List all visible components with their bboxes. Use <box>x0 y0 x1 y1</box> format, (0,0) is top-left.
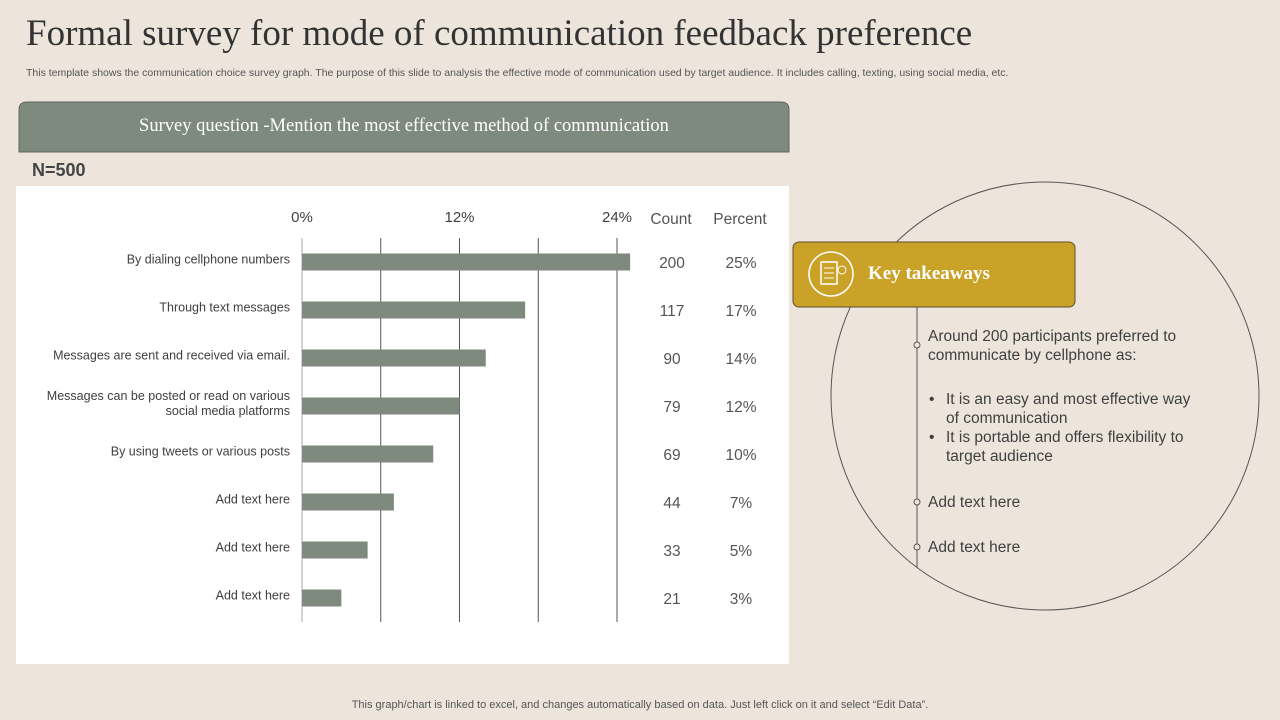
takeaway-heading: Key takeaways <box>868 263 990 284</box>
bar <box>302 301 526 319</box>
description: This template shows the communication ch… <box>26 67 1009 79</box>
category-label: Add text here <box>215 540 290 555</box>
takeaway-header <box>792 241 1076 308</box>
percent-value: 14% <box>725 351 756 368</box>
category-label: Through text messages <box>159 300 290 315</box>
count-value: 79 <box>663 399 680 416</box>
percent-value: 10% <box>725 447 756 464</box>
bar <box>302 349 486 367</box>
bar <box>302 445 434 463</box>
column-header: Count <box>650 211 692 228</box>
percent-value: 7% <box>730 495 753 512</box>
count-value: 200 <box>659 255 685 272</box>
x-tick-label: 12% <box>444 209 474 226</box>
count-value: 21 <box>663 591 680 608</box>
count-value: 44 <box>663 495 681 512</box>
sample-size: N=500 <box>32 160 86 180</box>
count-value: 117 <box>660 303 685 320</box>
bullet-symbol: • <box>929 391 935 408</box>
question-banner <box>18 101 790 153</box>
icon-ring <box>808 251 854 297</box>
takeaway-text: Add text here <box>928 494 1021 511</box>
category-label: Add text here <box>215 492 290 507</box>
bar <box>302 541 368 559</box>
survey-question: Survey question -Mention the most effect… <box>139 116 669 136</box>
x-tick-label: 24% <box>602 209 632 226</box>
percent-value: 25% <box>725 255 756 272</box>
bar <box>302 589 342 607</box>
title: Formal survey for mode of communication … <box>26 13 973 54</box>
takeaway-text: Around 200 participants preferred to com… <box>928 328 1177 364</box>
timeline-dot <box>913 498 921 506</box>
takeaway-circle <box>830 181 1260 611</box>
icon-notebook <box>820 261 838 285</box>
bar <box>302 493 394 511</box>
percent-value: 17% <box>725 303 756 320</box>
timeline-dot <box>913 341 921 349</box>
takeaway-text: Add text here <box>928 539 1021 556</box>
bullet-symbol: • <box>929 429 935 446</box>
count-value: 69 <box>663 447 680 464</box>
takeaway-bullet: It is an easy and most effective way of … <box>946 391 1191 427</box>
percent-value: 12% <box>725 399 756 416</box>
category-label: By dialing cellphone numbers <box>126 252 290 267</box>
count-value: 90 <box>663 351 681 368</box>
percent-value: 5% <box>730 543 753 560</box>
category-label: Messages are sent and received via email… <box>53 348 290 363</box>
percent-value: 3% <box>730 591 753 608</box>
count-value: 33 <box>663 543 680 560</box>
footer: This graph/chart is linked to excel, and… <box>351 699 929 711</box>
bar <box>302 397 460 415</box>
x-tick-label: 0% <box>291 209 313 226</box>
timeline-dot <box>913 543 921 551</box>
takeaway-bullet: It is portable and offers flexibility to… <box>946 429 1184 465</box>
column-header: Percent <box>713 211 767 228</box>
bar <box>302 253 631 271</box>
icon-dot <box>837 265 847 275</box>
category-label: Messages can be posted or read on variou… <box>46 389 290 418</box>
category-label: Add text here <box>215 588 290 603</box>
category-label: By using tweets or various posts <box>110 444 290 459</box>
